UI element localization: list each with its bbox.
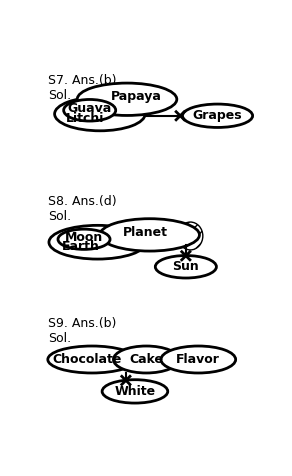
Text: Earth: Earth [62, 240, 100, 254]
Text: Litchi: Litchi [66, 112, 104, 125]
Text: Cake: Cake [129, 353, 163, 366]
Text: White: White [114, 385, 156, 398]
Text: S9. Ans.(b)
Sol.: S9. Ans.(b) Sol. [48, 317, 116, 346]
Ellipse shape [178, 222, 203, 250]
Ellipse shape [55, 97, 145, 131]
Ellipse shape [64, 99, 116, 121]
Ellipse shape [182, 104, 253, 128]
Ellipse shape [161, 346, 236, 373]
Text: Flavor: Flavor [176, 353, 220, 366]
Ellipse shape [49, 225, 146, 259]
Text: Planet: Planet [123, 226, 168, 238]
Text: S8. Ans.(d)
Sol.: S8. Ans.(d) Sol. [48, 195, 117, 223]
Text: Grapes: Grapes [193, 109, 242, 122]
Ellipse shape [48, 346, 136, 373]
Ellipse shape [113, 346, 179, 373]
Ellipse shape [155, 256, 216, 278]
Ellipse shape [100, 218, 199, 251]
Text: Chocolate: Chocolate [53, 353, 122, 366]
Text: S7. Ans.(b)
Sol.: S7. Ans.(b) Sol. [48, 74, 116, 101]
Text: Guava: Guava [67, 102, 112, 115]
Text: Sun: Sun [173, 260, 199, 273]
Text: Moon: Moon [65, 231, 103, 244]
Ellipse shape [58, 229, 110, 249]
Ellipse shape [102, 380, 168, 403]
Text: Papaya: Papaya [111, 90, 161, 103]
Ellipse shape [77, 83, 177, 116]
